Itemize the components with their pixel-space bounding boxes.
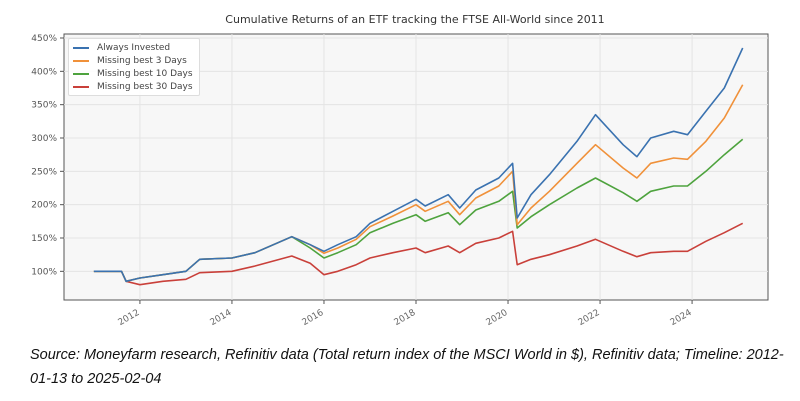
y-tick-label: 200% — [31, 201, 57, 211]
legend-label: Missing best 30 Days — [97, 81, 193, 92]
y-tick-label: 250% — [31, 167, 57, 177]
x-tick-label: 2020 — [485, 308, 510, 328]
y-tick-label: 350% — [31, 101, 57, 111]
legend-item: Missing best 10 Days — [73, 67, 195, 80]
legend-item: Always Invested — [73, 41, 195, 54]
x-tick-label: 2016 — [301, 308, 326, 328]
x-tick-label: 2024 — [669, 308, 694, 328]
series-line-always-invested — [93, 47, 744, 283]
x-tick-label: 2012 — [117, 308, 142, 328]
x-tick-label: 2022 — [577, 308, 602, 328]
source-caption: Source: Moneyfarm research, Refinitiv da… — [30, 347, 784, 387]
legend-swatch — [73, 59, 89, 62]
legend-label: Missing best 10 Days — [97, 68, 193, 79]
y-tick-label: 300% — [31, 134, 57, 144]
legend-swatch — [73, 46, 89, 49]
legend-swatch — [73, 85, 89, 88]
legend-swatch — [73, 72, 89, 75]
y-tick-label: 450% — [31, 34, 57, 44]
chart-title: Cumulative Returns of an ETF tracking th… — [225, 13, 605, 26]
legend-item: Missing best 30 Days — [73, 80, 195, 93]
legend-label: Always Invested — [97, 42, 171, 53]
legend-item: Missing best 3 Days — [73, 54, 195, 67]
y-tick-label: 400% — [31, 67, 57, 77]
x-tick-label: 2014 — [209, 308, 234, 328]
legend: Always Invested Missing best 3 Days Miss… — [68, 38, 200, 96]
y-tick-label: 150% — [31, 234, 57, 244]
series-line-missing-best-30-days — [93, 222, 744, 286]
legend-label: Missing best 3 Days — [97, 55, 187, 66]
y-tick-label: 100% — [31, 267, 57, 277]
x-tick-label: 2018 — [393, 308, 418, 328]
